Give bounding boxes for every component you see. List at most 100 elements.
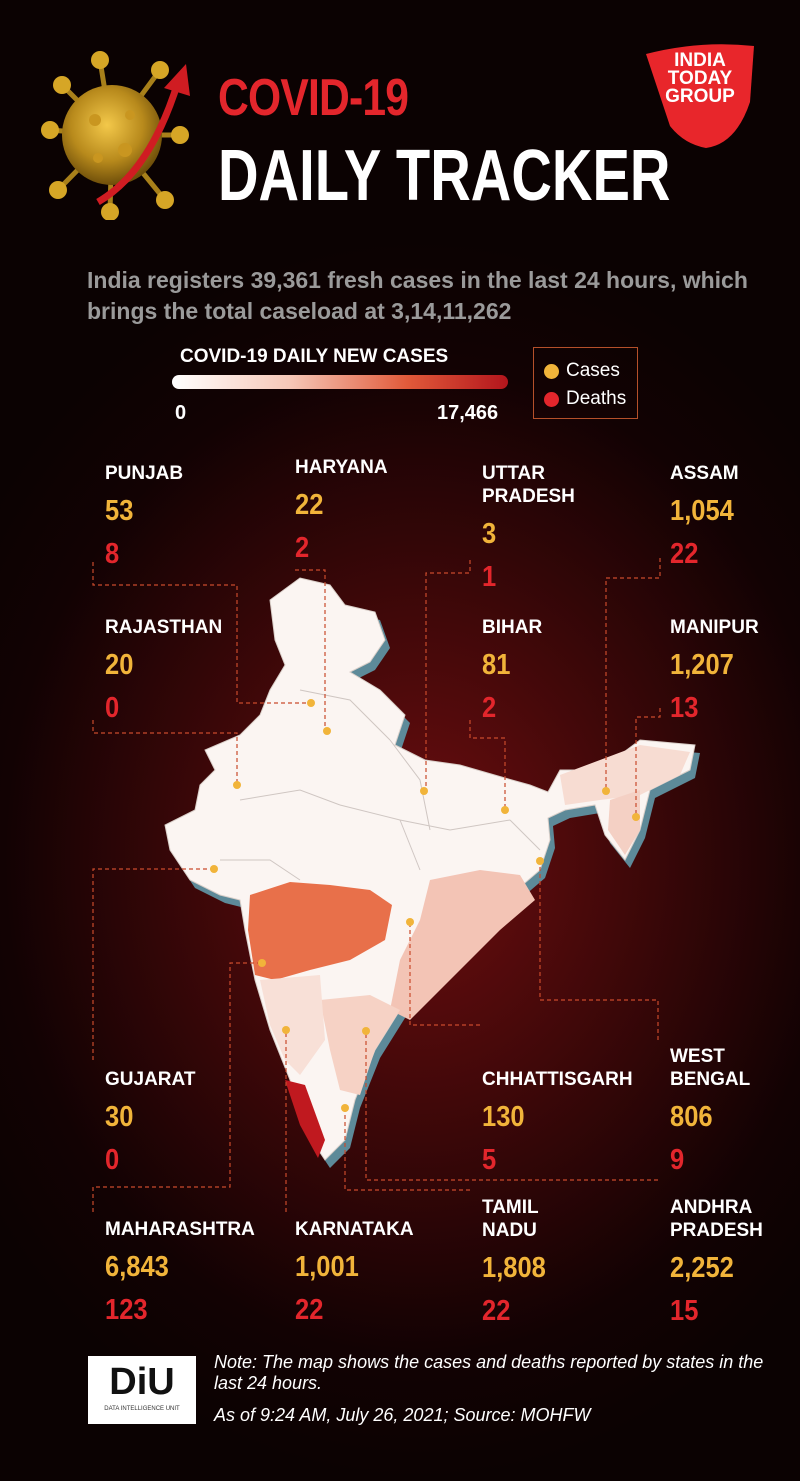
state-name: CHHATTISGARH: [482, 1069, 633, 1090]
state-cases: 20: [105, 649, 134, 681]
leader-line-gujarat: [92, 868, 214, 1060]
state-deaths: 0: [105, 692, 120, 724]
state-name: MANIPUR: [670, 617, 759, 638]
trend-arrow-icon: [96, 64, 190, 206]
leader-line-assam: [605, 558, 661, 791]
logo-line2: TODAY: [667, 68, 733, 89]
state-block-west-bengal: WEST BENGAL 806 9: [670, 1045, 800, 1175]
state-cases: 2,252: [670, 1252, 734, 1284]
map-dot-gujarat: [210, 865, 218, 873]
diu-logo: DiU DATA INTELLIGENCE UNIT: [88, 1356, 196, 1424]
state-deaths: 8: [105, 538, 120, 570]
state-name: HARYANA: [295, 457, 388, 478]
leader-line-chhattisgarh: [409, 922, 480, 1026]
map-dot-chhattisgarh: [406, 918, 414, 926]
map-dot-punjab: [307, 699, 315, 707]
maharashtra-region: [248, 882, 392, 980]
state-block-karnataka: KARNATAKA 1,001 22: [295, 1218, 425, 1325]
logo-line1: INDIA: [674, 50, 726, 71]
footnote: Note: The map shows the cases and deaths…: [214, 1352, 764, 1393]
state-cases: 6,843: [105, 1251, 169, 1283]
subtitle: India registers 39,361 fresh cases in th…: [87, 267, 748, 324]
diu-logo-subtext: DATA INTELLIGENCE UNIT: [104, 1406, 180, 1412]
state-cases: 1,001: [295, 1251, 359, 1283]
state-block-rajasthan: RAJASTHAN 20 0: [105, 616, 235, 723]
state-block-andhra-pradesh: ANDHRA PRADESH 2,252 15: [670, 1196, 800, 1326]
legend-cases-label: Cases: [566, 360, 620, 381]
state-cases: 81: [482, 649, 511, 681]
leader-line-haryana: [295, 569, 326, 731]
title-line2: DAILY TRACKER: [218, 136, 671, 216]
state-deaths: 1: [482, 561, 497, 593]
state-block-punjab: PUNJAB 53 8: [105, 462, 235, 569]
map-dot-andhra-pradesh: [362, 1027, 370, 1035]
state-cases: 1,054: [670, 495, 734, 527]
state-deaths: 2: [295, 532, 310, 564]
leader-line-punjab: [92, 562, 311, 704]
state-name: MAHARASHTRA: [105, 1219, 255, 1240]
state-deaths: 13: [670, 692, 699, 724]
state-cases: 3: [482, 518, 497, 550]
map-dot-west-bengal: [536, 857, 544, 865]
map-dot-haryana: [323, 727, 331, 735]
manipur-region: [608, 790, 640, 855]
map-dot-karnataka: [282, 1026, 290, 1034]
scale-max: 17,466: [437, 402, 499, 424]
state-block-uttar-pradesh: UTTAR PRADESH 3 1: [482, 462, 612, 592]
state-cases: 1,808: [482, 1252, 546, 1284]
legend-cases: Cases: [544, 360, 620, 382]
state-block-tamil-nadu: TAMIL NADU 1,808 22: [482, 1196, 612, 1326]
state-block-haryana: HARYANA 22 2: [295, 456, 425, 563]
state-cases: 30: [105, 1101, 134, 1133]
state-deaths: 2: [482, 692, 497, 724]
india-today-logo: INDIA TODAY GROUP: [640, 40, 760, 150]
state-deaths: 123: [105, 1294, 148, 1326]
state-deaths: 22: [295, 1294, 324, 1326]
leader-line-maharashtra: [92, 962, 262, 1212]
scale-min: 0: [175, 402, 187, 424]
leader-line-uttar-pradesh: [425, 560, 471, 791]
leader-line-rajasthan: [92, 720, 238, 785]
legend: Cases Deaths: [533, 347, 638, 419]
title-line1: COVID-19: [218, 69, 409, 127]
state-name: TAMIL NADU: [482, 1197, 539, 1241]
state-name: ASSAM: [670, 463, 739, 484]
tamil-nadu-region: [320, 995, 400, 1095]
state-cases: 130: [482, 1101, 525, 1133]
state-name: RAJASTHAN: [105, 617, 223, 638]
state-name: GUJARAT: [105, 1069, 196, 1090]
map-dot-assam: [602, 787, 610, 795]
state-cases: 806: [670, 1101, 713, 1133]
map-dot-uttar-pradesh: [420, 787, 428, 795]
state-name: KARNATAKA: [295, 1219, 414, 1240]
map-dot-bihar: [501, 806, 509, 814]
state-block-manipur: MANIPUR 1,207 13: [670, 616, 800, 723]
state-name: PUNJAB: [105, 463, 184, 484]
state-deaths: 5: [482, 1144, 497, 1176]
state-deaths: 9: [670, 1144, 685, 1176]
cases-dot-icon: [544, 363, 559, 379]
map-dot-rajasthan: [233, 781, 241, 789]
as-of-source: As of 9:24 AM, July 26, 2021; Source: MO…: [214, 1405, 591, 1425]
andhra-region: [390, 870, 535, 1020]
kerala-region: [285, 1080, 325, 1158]
state-deaths: 0: [105, 1144, 120, 1176]
scale-title: COVID-19 DAILY NEW CASES: [180, 346, 449, 367]
northeast-region: [560, 745, 690, 805]
state-block-bihar: BIHAR 81 2: [482, 616, 612, 723]
logo-line3: GROUP: [665, 86, 735, 107]
state-name: UTTAR PRADESH: [482, 463, 575, 507]
state-name: ANDHRA PRADESH: [670, 1197, 763, 1241]
state-block-maharashtra: MAHARASHTRA 6,843 123: [105, 1218, 255, 1326]
map-dot-tamil-nadu: [341, 1104, 349, 1112]
leader-line-bihar: [469, 720, 506, 810]
leader-line-west-bengal: [539, 861, 659, 1040]
state-deaths: 15: [670, 1295, 699, 1327]
state-deaths: 22: [670, 538, 699, 570]
state-name: BIHAR: [482, 617, 543, 638]
state-block-chhattisgarh: CHHATTISGARH 130 5: [482, 1068, 633, 1176]
diu-logo-text: DiU: [109, 1361, 175, 1403]
